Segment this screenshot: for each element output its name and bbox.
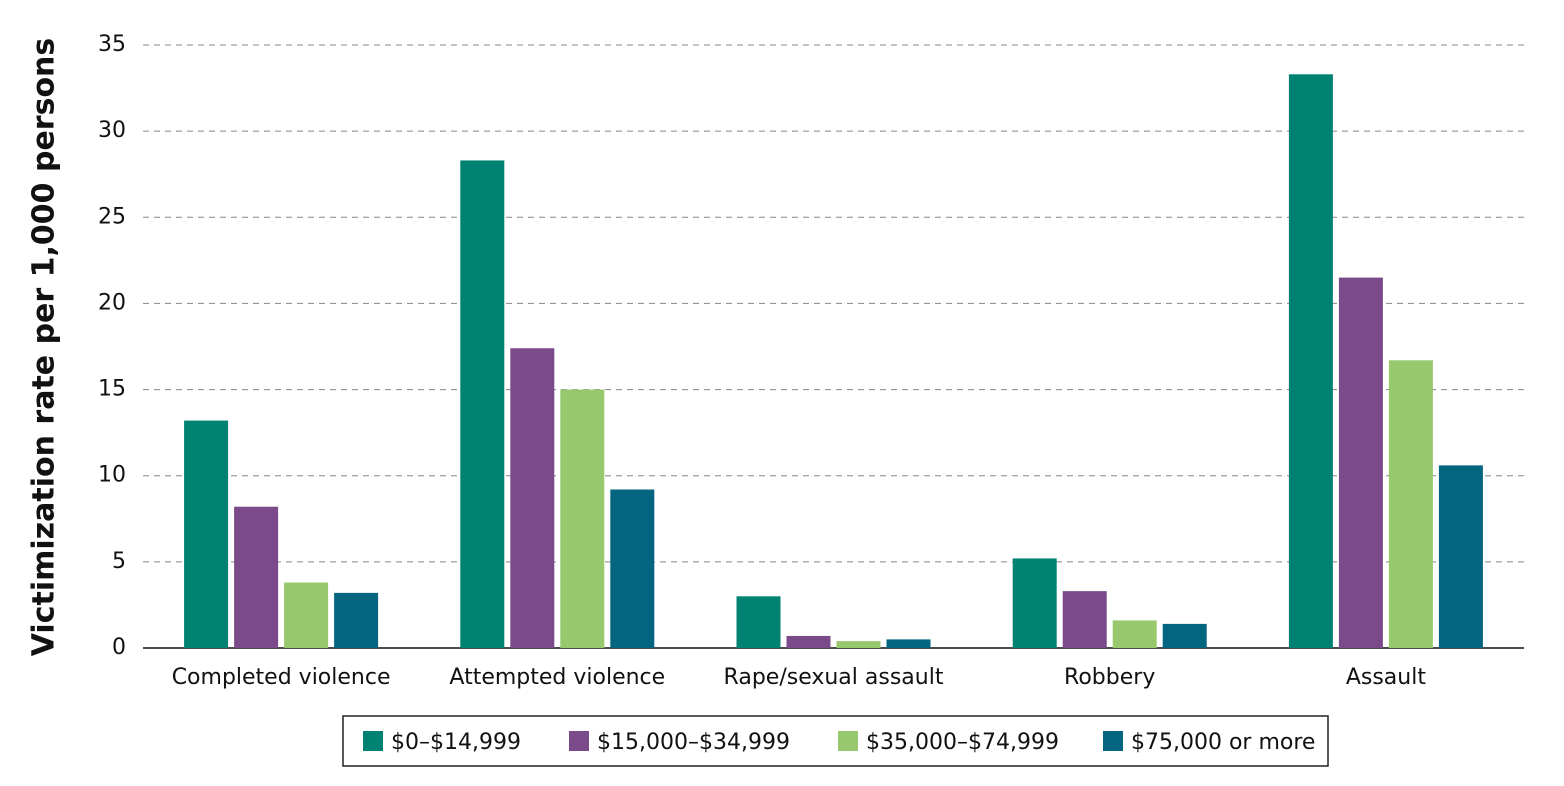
y-tick-label: 10 bbox=[98, 463, 126, 488]
legend-label: $35,000–$74,999 bbox=[866, 730, 1059, 755]
bar bbox=[1288, 74, 1333, 648]
legend-label: $15,000–$34,999 bbox=[597, 730, 790, 755]
y-axis-label: Victimization rate per 1,000 persons bbox=[27, 38, 62, 657]
bar bbox=[510, 348, 555, 648]
bar bbox=[234, 506, 279, 648]
y-tick-label: 35 bbox=[98, 32, 126, 57]
x-tick-label: Rape/sexual assault bbox=[724, 665, 944, 690]
y-tick-label: 20 bbox=[98, 290, 126, 315]
y-tick-label: 30 bbox=[98, 118, 126, 143]
bar bbox=[1162, 623, 1207, 648]
legend-label: $75,000 or more bbox=[1131, 730, 1315, 755]
legend-swatch bbox=[838, 731, 858, 751]
y-tick-label: 15 bbox=[98, 377, 126, 402]
y-tick-label: 25 bbox=[98, 204, 126, 229]
x-tick-label: Attempted violence bbox=[449, 665, 665, 690]
bar bbox=[1112, 620, 1157, 648]
bar bbox=[284, 582, 329, 648]
bar bbox=[886, 639, 931, 648]
bar bbox=[1012, 558, 1057, 648]
bar bbox=[334, 592, 379, 648]
bar bbox=[1338, 277, 1383, 648]
bar bbox=[786, 635, 831, 648]
bar bbox=[560, 389, 605, 648]
bar bbox=[736, 596, 781, 648]
bar bbox=[460, 160, 505, 648]
y-tick-label: 0 bbox=[112, 635, 126, 660]
bar bbox=[610, 489, 655, 648]
y-tick-label: 5 bbox=[112, 549, 126, 574]
x-tick-label: Assault bbox=[1346, 665, 1427, 690]
bar bbox=[836, 641, 881, 648]
bar bbox=[1388, 360, 1433, 648]
x-tick-label: Robbery bbox=[1064, 665, 1155, 690]
bar bbox=[184, 420, 229, 648]
legend-swatch bbox=[1103, 731, 1123, 751]
bar bbox=[1438, 465, 1483, 648]
legend-swatch bbox=[569, 731, 589, 751]
bar bbox=[1062, 591, 1107, 648]
x-tick-label: Completed violence bbox=[172, 665, 391, 690]
legend-swatch bbox=[363, 731, 383, 751]
legend-label: $0–$14,999 bbox=[391, 730, 521, 755]
legend-box bbox=[342, 715, 1329, 767]
